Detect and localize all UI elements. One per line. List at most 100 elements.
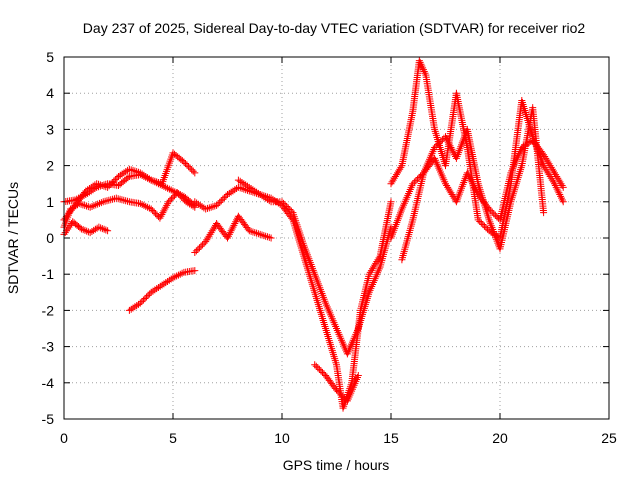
data-point [61, 229, 69, 237]
data-point [445, 185, 453, 193]
data-point [419, 66, 427, 74]
y-axis-label: SDTVAR / TECUs [5, 182, 21, 294]
data-point [169, 187, 177, 195]
data-point [314, 364, 322, 372]
data-point [278, 198, 286, 206]
data-point [162, 279, 170, 287]
data-point [464, 171, 472, 179]
data-point [134, 168, 142, 176]
data-point [472, 187, 480, 195]
data-point [446, 142, 454, 150]
data-point [141, 295, 149, 303]
data-point [418, 62, 426, 70]
data-point [213, 201, 221, 209]
data-point [197, 242, 205, 250]
data-point [207, 203, 215, 211]
data-point [147, 205, 155, 213]
data-point [442, 134, 450, 142]
y-tick-label: -2 [42, 302, 55, 318]
data-point [545, 160, 553, 168]
y-tick-label: 4 [46, 85, 54, 101]
data-point [487, 207, 495, 215]
data-point [79, 226, 87, 234]
data-point [127, 305, 135, 313]
data-point [159, 209, 167, 217]
data-point [267, 234, 275, 242]
data-point [493, 213, 501, 221]
data-point [176, 192, 184, 200]
data-point [144, 291, 152, 299]
data-point [552, 183, 560, 191]
data-point [442, 133, 449, 141]
plot-frame [63, 56, 610, 420]
series-track-f [191, 212, 275, 256]
data-point [482, 224, 490, 232]
data-point [169, 274, 177, 282]
data-point [224, 232, 232, 240]
data-point [541, 163, 549, 171]
y-tick-label: -3 [42, 339, 55, 355]
x-tick-label: 0 [60, 430, 68, 446]
data-point [479, 221, 487, 229]
data-point [171, 273, 179, 281]
data-point [419, 64, 427, 72]
data-point [98, 225, 106, 233]
data-point [447, 144, 455, 151]
data-point [366, 268, 374, 276]
y-tick-label: 2 [46, 158, 54, 174]
data-point [188, 166, 196, 174]
data-point [191, 248, 199, 256]
data-point [167, 186, 175, 194]
data-point [548, 165, 556, 173]
y-tick-label: 0 [46, 230, 54, 246]
data-point [437, 137, 445, 145]
data-point [236, 177, 244, 185]
data-point [138, 170, 146, 178]
data-point [477, 219, 485, 227]
data-point [219, 195, 227, 203]
data-point [412, 177, 420, 185]
data-point [540, 162, 548, 170]
data-point [540, 151, 548, 159]
data-point [185, 163, 193, 171]
data-point [367, 267, 375, 275]
data-point [556, 178, 564, 186]
data-point [179, 195, 187, 203]
data-point [232, 218, 240, 226]
data-point [81, 201, 89, 209]
data-point [373, 258, 381, 266]
data-point [234, 176, 242, 184]
data-point [480, 222, 488, 230]
data-point [265, 233, 273, 241]
data-point [546, 162, 554, 170]
data-point [77, 225, 85, 233]
data-point [107, 180, 115, 188]
data-point [116, 195, 124, 203]
data-point [85, 185, 93, 193]
data-point [95, 223, 103, 231]
data-point [265, 197, 273, 205]
data-point [153, 211, 161, 219]
data-point [202, 238, 210, 246]
data-point [410, 178, 418, 186]
data-point [174, 271, 182, 279]
data-point [156, 282, 164, 290]
data-point [100, 225, 108, 233]
data-point [249, 186, 257, 194]
data-point [136, 200, 144, 208]
grid-lines [64, 57, 609, 419]
data-point [125, 306, 133, 314]
data-point [105, 196, 113, 204]
series-track-l [398, 104, 548, 264]
data-point [203, 236, 211, 244]
data-point [445, 140, 453, 148]
data-point [253, 188, 261, 196]
data-point [167, 275, 175, 283]
data-point [129, 304, 137, 312]
data-point [93, 180, 101, 188]
data-point [365, 270, 373, 278]
data-point [553, 172, 561, 180]
data-point [548, 176, 556, 184]
data-point [112, 194, 120, 202]
